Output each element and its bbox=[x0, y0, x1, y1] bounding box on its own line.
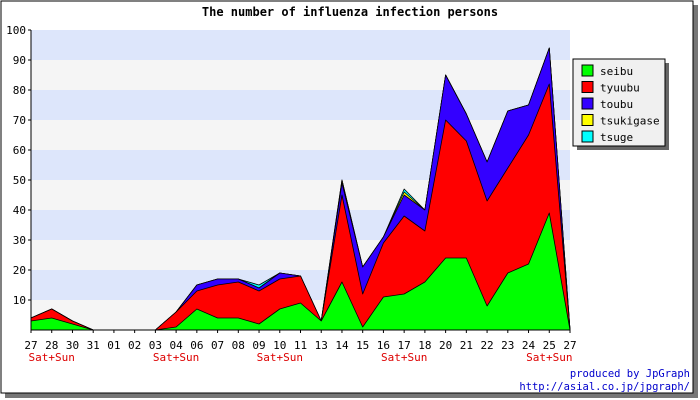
x-tick-label: 27 bbox=[563, 339, 576, 352]
weekend-label: Sat+Sun bbox=[257, 351, 303, 364]
y-tick-label: 30 bbox=[13, 234, 26, 247]
chart-title: The number of influenza infection person… bbox=[202, 5, 498, 19]
legend-label-tsukigase: tsukigase bbox=[600, 115, 660, 128]
x-tick-label: 14 bbox=[335, 339, 349, 352]
x-tick-label: 02 bbox=[128, 339, 141, 352]
legend-swatch-tsukigase bbox=[581, 114, 594, 126]
y-tick-label: 40 bbox=[13, 204, 26, 217]
y-ticks: 10 20 30 40 50 60 70 80 90 100 bbox=[6, 24, 31, 307]
x-tick-label: 25 bbox=[543, 339, 556, 352]
legend: seibu tyuubu toubu tsukigase tsuge bbox=[572, 58, 669, 150]
x-tick-label: 30 bbox=[66, 339, 79, 352]
legend-label-toubu: toubu bbox=[600, 98, 633, 111]
grid-band bbox=[31, 60, 570, 90]
y-tick-label: 100 bbox=[6, 24, 26, 37]
x-tick-label: 24 bbox=[522, 339, 536, 352]
grid-band bbox=[31, 90, 570, 120]
y-tick-label: 50 bbox=[13, 174, 26, 187]
x-tick-label: 07 bbox=[211, 339, 224, 352]
y-tick-label: 90 bbox=[13, 54, 26, 67]
x-tick-label: 27 bbox=[24, 339, 37, 352]
x-tick-label: 13 bbox=[315, 339, 328, 352]
legend-swatch-tyuubu bbox=[581, 81, 594, 93]
legend-label-tyuubu: tyuubu bbox=[600, 82, 640, 95]
y-tick-label: 70 bbox=[13, 114, 26, 127]
weekend-labels: Sat+Sun Sat+Sun Sat+Sun Sat+Sun Sat+Sun bbox=[29, 351, 573, 364]
x-tick-label: 11 bbox=[294, 339, 307, 352]
x-tick-label: 06 bbox=[190, 339, 203, 352]
x-ticks: 27 28 30 31 01 02 03 04 06 07 08 09 10 11 13 14 15 16 17 18… bbox=[24, 330, 577, 352]
legend-label-seibu: seibu bbox=[600, 65, 633, 78]
x-tick-label: 17 bbox=[398, 339, 411, 352]
legend-swatch-tsuge bbox=[581, 130, 594, 143]
x-tick-label: 18 bbox=[418, 339, 431, 352]
x-tick-label: 15 bbox=[356, 339, 369, 352]
x-tick-label: 22 bbox=[480, 339, 493, 352]
weekend-label: Sat+Sun bbox=[29, 351, 75, 364]
credit-line-1: produced by JpGraph bbox=[570, 368, 690, 380]
y-tick-label: 80 bbox=[13, 84, 26, 97]
grid-band bbox=[31, 120, 570, 150]
x-tick-label: 16 bbox=[377, 339, 390, 352]
x-tick-label: 21 bbox=[460, 339, 473, 352]
y-tick-label: 60 bbox=[13, 144, 26, 157]
x-tick-label: 03 bbox=[149, 339, 162, 352]
x-tick-label: 10 bbox=[273, 339, 286, 352]
legend-swatch-seibu bbox=[581, 64, 594, 77]
y-tick-label: 20 bbox=[13, 264, 26, 277]
legend-swatch-toubu bbox=[581, 97, 594, 110]
weekend-label: Sat+Sun bbox=[381, 351, 427, 364]
credit-line-2: http://asial.co.jp/jpgraph/ bbox=[519, 381, 690, 393]
x-tick-label: 20 bbox=[439, 339, 452, 352]
legend-label-tsuge: tsuge bbox=[600, 131, 633, 144]
x-tick-label: 28 bbox=[45, 339, 58, 352]
x-tick-label: 01 bbox=[107, 339, 120, 352]
weekend-label: Sat+Sun bbox=[526, 351, 572, 364]
grid-band bbox=[31, 30, 570, 60]
x-tick-label: 09 bbox=[252, 339, 265, 352]
x-tick-label: 31 bbox=[87, 339, 100, 352]
y-tick-label: 10 bbox=[13, 294, 26, 307]
x-tick-label: 23 bbox=[501, 339, 514, 352]
x-tick-label: 08 bbox=[232, 339, 245, 352]
x-tick-label: 04 bbox=[169, 339, 183, 352]
weekend-label: Sat+Sun bbox=[153, 351, 199, 364]
